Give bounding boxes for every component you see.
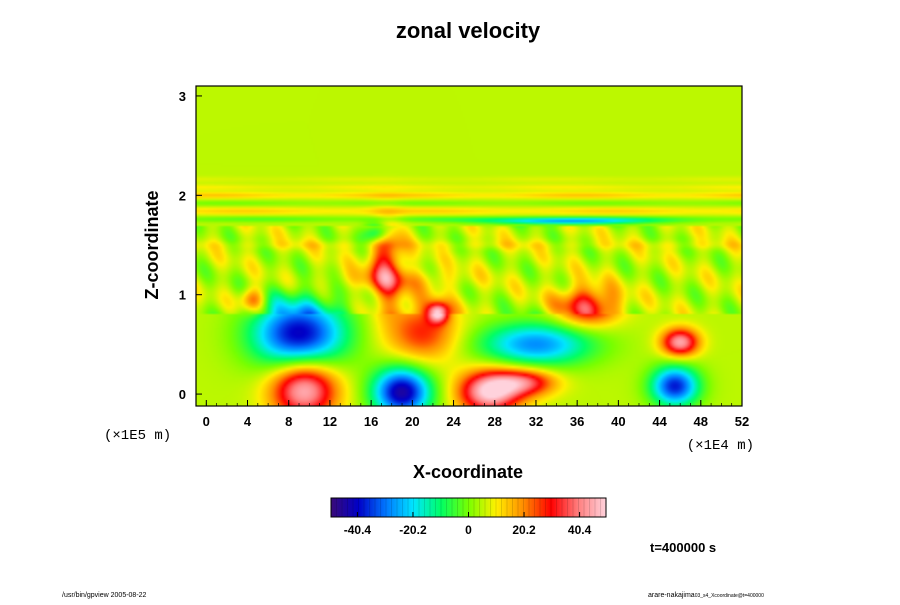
footer-right-caption: arare-nakajima03_s4_Xcoordinate@t=400000 [648, 592, 764, 599]
x-tick-label: 40 [611, 414, 625, 429]
x-tick-label: 44 [652, 414, 667, 429]
y-tick-label: 1 [179, 288, 186, 303]
colorbar-tick-label: 0 [465, 523, 472, 537]
colorbar-tick-label: -20.2 [399, 523, 427, 537]
x-axis-ticks: 0 4 8 12 16 20 24 28 32 36 40 44 48 52 [203, 400, 749, 429]
chart-title: zonal velocity [396, 18, 541, 43]
plot-frame [195, 85, 743, 407]
y-axis-ticks: 0 1 2 3 [179, 89, 202, 402]
footer-left-caption: /usr/bin/gpview 2005-08-22 [62, 592, 147, 599]
y-scale-note: (×1E5 m) [104, 428, 171, 444]
y-tick-label: 3 [179, 89, 186, 104]
x-tick-label: 48 [694, 414, 708, 429]
x-tick-label: 8 [285, 414, 292, 429]
colorbar: -40.4 -20.2 0 20.2 40.4 [330, 497, 607, 537]
y-tick-label: 0 [179, 387, 186, 402]
x-tick-label: 16 [364, 414, 378, 429]
footer-right-caption-main: arare-nakajima [648, 592, 695, 599]
colorbar-tick-label: -40.4 [344, 523, 372, 537]
x-tick-label: 0 [203, 414, 210, 429]
x-tick-label: 36 [570, 414, 584, 429]
x-tick-label: 4 [244, 414, 252, 429]
plot-area [195, 85, 743, 407]
colorbar-tick-label: 40.4 [568, 523, 592, 537]
time-label: t=400000 s [650, 540, 716, 555]
x-tick-label: 28 [488, 414, 502, 429]
x-tick-label: 20 [405, 414, 419, 429]
x-tick-label: 24 [446, 414, 461, 429]
x-tick-label: 32 [529, 414, 543, 429]
y-axis-label: Z-coordinate [142, 190, 162, 299]
x-tick-label: 52 [735, 414, 749, 429]
x-axis-label: X-coordinate [413, 462, 523, 482]
heatmap-field [196, 86, 742, 406]
colorbar-tick-label: 20.2 [512, 523, 536, 537]
y-tick-label: 2 [179, 188, 186, 203]
footer-right-caption-small: 03_s4_Xcoordinate@t=400000 [695, 593, 764, 599]
colorbar-ticks: -40.4 -20.2 0 20.2 40.4 [336, 498, 601, 537]
x-tick-label: 12 [323, 414, 337, 429]
x-scale-note: (×1E4 m) [687, 438, 754, 454]
